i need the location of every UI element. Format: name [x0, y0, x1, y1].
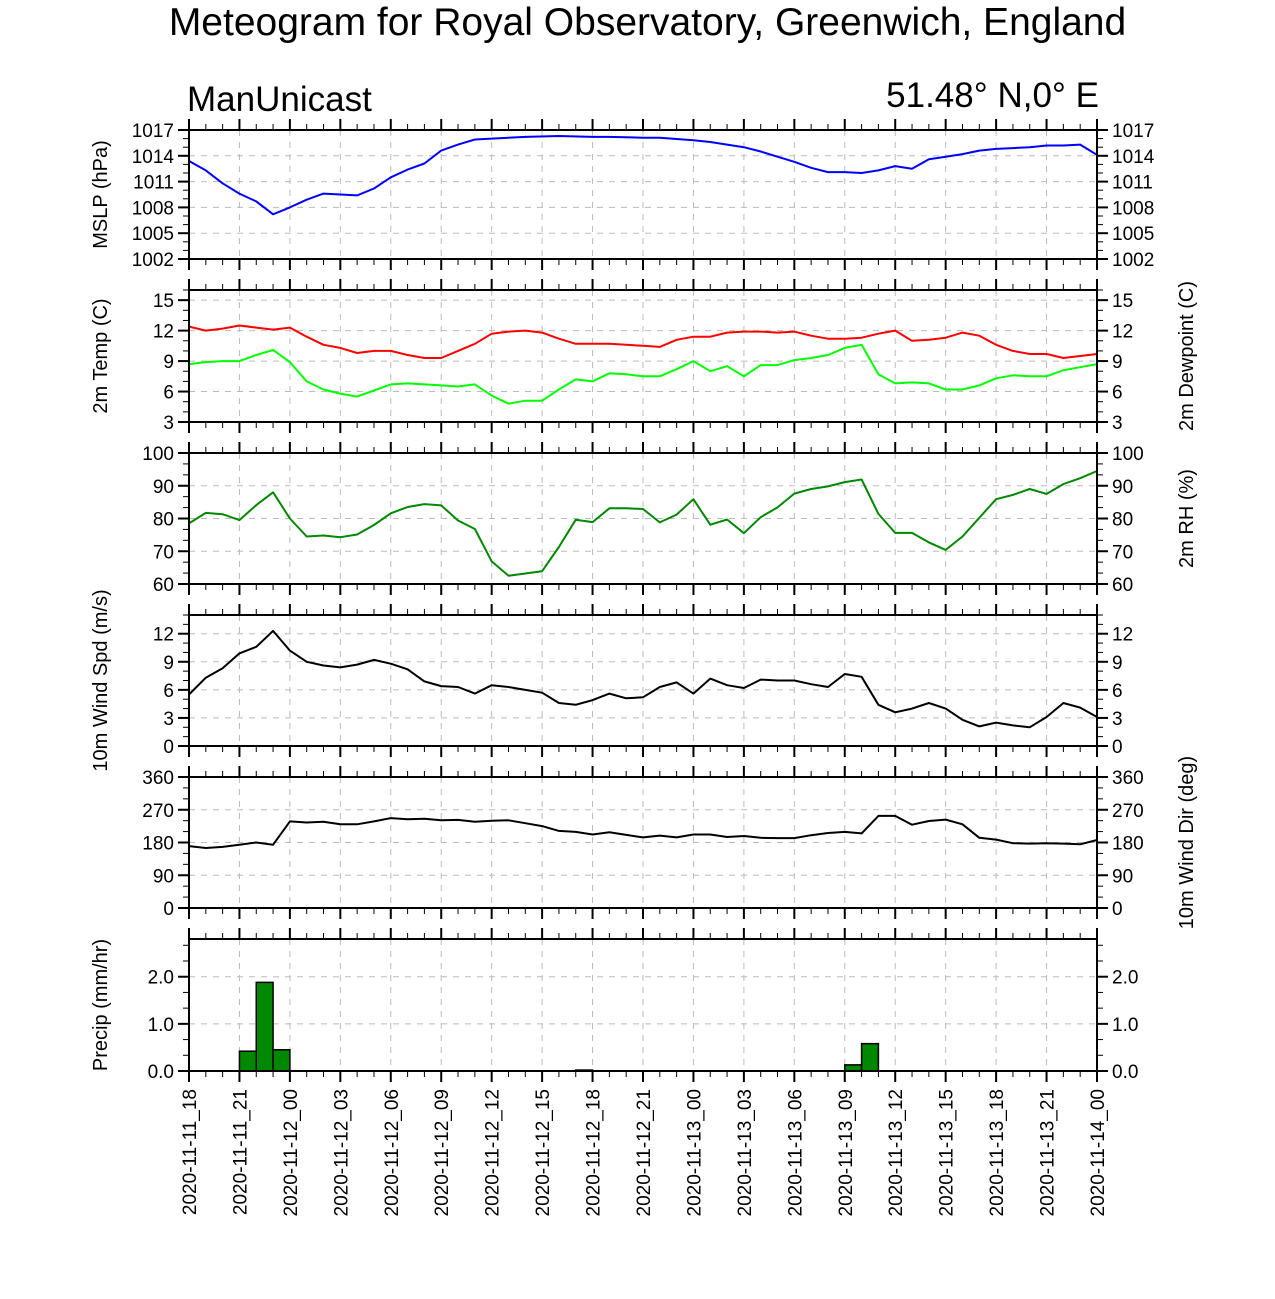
y-tick-label-left: 1008: [132, 198, 174, 219]
y-tick-label-left: 1.0: [148, 1015, 174, 1036]
y-axis-title-right: 2m RH (%): [1176, 469, 1198, 568]
y-tick-label-left: 6: [163, 681, 174, 702]
x-time-label: 2020-11-13_03: [735, 1089, 756, 1216]
y-tick-label-right: 70: [1112, 542, 1133, 563]
y-tick-label-left: 270: [142, 801, 174, 822]
y-tick-label-right: 9: [1112, 653, 1123, 674]
y-tick-label-left: 9: [163, 653, 174, 674]
y-tick-label-left: 360: [142, 768, 174, 789]
y-tick-label-left: 0: [163, 899, 174, 920]
x-time-label: 2020-11-12_21: [634, 1089, 655, 1216]
series-line: [188, 135, 1098, 216]
x-time-label: 2020-11-11_21: [230, 1089, 251, 1215]
x-time-label: 2020-11-14_00: [1088, 1089, 1109, 1216]
x-time-label: 2020-11-13_18: [987, 1089, 1008, 1216]
y-tick-label-right: 1017: [1112, 121, 1154, 142]
y-tick-label-right: 270: [1112, 801, 1144, 822]
series-line: [188, 629, 1098, 729]
y-tick-label-left: 1002: [132, 250, 174, 271]
series-line: [188, 324, 1098, 359]
y-axis-title-left: Precip (mm/hr): [90, 939, 112, 1071]
y-tick-label-left: 80: [153, 510, 174, 531]
y-tick-label-right: 9: [1112, 352, 1123, 373]
y-axis-title-left: MSLP (hPa): [90, 140, 112, 249]
y-axis-title-left: 2m Temp (C): [90, 298, 112, 413]
y-tick-label-right: 3: [1112, 709, 1123, 730]
precip-bar: [272, 1049, 291, 1072]
y-tick-label-left: 9: [163, 352, 174, 373]
y-tick-label-right: 1011: [1112, 173, 1153, 194]
y-tick-label-left: 90: [153, 477, 174, 498]
x-time-label: 2020-11-13_12: [886, 1089, 907, 1216]
y-tick-label-left: 60: [153, 575, 174, 596]
x-time-label: 2020-11-12_12: [483, 1089, 504, 1216]
y-tick-label-right: 1.0: [1112, 1015, 1138, 1036]
y-tick-label-left: 0: [163, 737, 174, 758]
precip-bar: [860, 1042, 880, 1072]
y-tick-label-right: 60: [1112, 575, 1133, 596]
y-tick-label-right: 6: [1112, 383, 1123, 404]
y-tick-label-left: 3: [163, 413, 174, 434]
x-time-label: 2020-11-13_15: [937, 1089, 958, 1216]
series-line: [188, 343, 1098, 405]
precip-bar: [238, 1050, 258, 1072]
precip-bar: [255, 981, 274, 1072]
y-axis-title-right: 2m Dewpoint (C): [1176, 281, 1198, 431]
x-time-label: 2020-11-13_21: [1038, 1089, 1059, 1216]
y-tick-label-right: 100: [1112, 444, 1144, 465]
series-line: [188, 814, 1098, 849]
y-tick-label-left: 90: [153, 866, 174, 887]
x-time-label: 2020-11-12_09: [432, 1089, 453, 1216]
y-tick-label-right: 90: [1112, 477, 1133, 498]
y-tick-label-right: 1008: [1112, 198, 1154, 219]
y-tick-label-right: 12: [1112, 322, 1133, 343]
y-tick-label-right: 0: [1112, 737, 1123, 758]
y-tick-label-right: 0: [1112, 899, 1123, 920]
y-tick-label-right: 12: [1112, 625, 1133, 646]
series-line: [188, 470, 1098, 577]
y-tick-label-left: 70: [153, 542, 174, 563]
x-time-label: 2020-11-12_03: [331, 1089, 352, 1216]
y-tick-label-left: 1005: [132, 224, 174, 245]
y-tick-label-left: 12: [153, 322, 174, 343]
y-tick-label-left: 2.0: [148, 968, 174, 989]
y-tick-label-right: 1014: [1112, 147, 1155, 168]
x-time-label: 2020-11-13_09: [836, 1089, 857, 1216]
y-tick-label-left: 3: [163, 709, 174, 730]
x-time-label: 2020-11-12_06: [382, 1089, 403, 1216]
y-tick-label-left: 0.0: [148, 1062, 174, 1083]
y-tick-label-right: 3: [1112, 413, 1123, 434]
y-tick-label-right: 360: [1112, 768, 1144, 789]
model-label: ManUnicast: [187, 80, 372, 119]
y-tick-label-left: 12: [153, 625, 174, 646]
y-axis-title-right: 10m Wind Dir (deg): [1176, 756, 1198, 929]
x-time-label: 2020-11-13_00: [684, 1089, 705, 1216]
y-tick-label-right: 15: [1112, 291, 1133, 312]
x-time-label: 2020-11-13_06: [785, 1089, 806, 1216]
x-time-label: 2020-11-12_18: [584, 1089, 605, 1216]
location-label: 51.48° N,0° E: [886, 76, 1099, 115]
y-tick-label-right: 1002: [1112, 250, 1154, 271]
y-tick-label-left: 100: [142, 444, 174, 465]
y-tick-label-left: 180: [142, 834, 174, 855]
x-time-label: 2020-11-11_18: [180, 1089, 201, 1215]
y-tick-label-right: 6: [1112, 681, 1123, 702]
y-tick-label-right: 180: [1112, 834, 1144, 855]
y-tick-label-right: 1005: [1112, 224, 1154, 245]
y-tick-label-left: 1011: [133, 173, 174, 194]
chart-title: Meteogram for Royal Observatory, Greenwi…: [168, 1, 1127, 44]
y-tick-label-left: 6: [163, 383, 174, 404]
y-tick-label-left: 15: [153, 291, 174, 312]
x-time-label: 2020-11-12_15: [533, 1089, 554, 1216]
y-axis-title-left: 10m Wind Spd (m/s): [90, 589, 112, 771]
x-time-label: 2020-11-12_00: [281, 1089, 302, 1216]
y-tick-label-right: 2.0: [1112, 968, 1138, 989]
y-tick-label-right: 90: [1112, 866, 1133, 887]
y-tick-label-right: 80: [1112, 510, 1133, 531]
y-tick-label-left: 1017: [132, 121, 174, 142]
y-tick-label-left: 1014: [132, 147, 175, 168]
y-tick-label-right: 0.0: [1112, 1062, 1138, 1083]
